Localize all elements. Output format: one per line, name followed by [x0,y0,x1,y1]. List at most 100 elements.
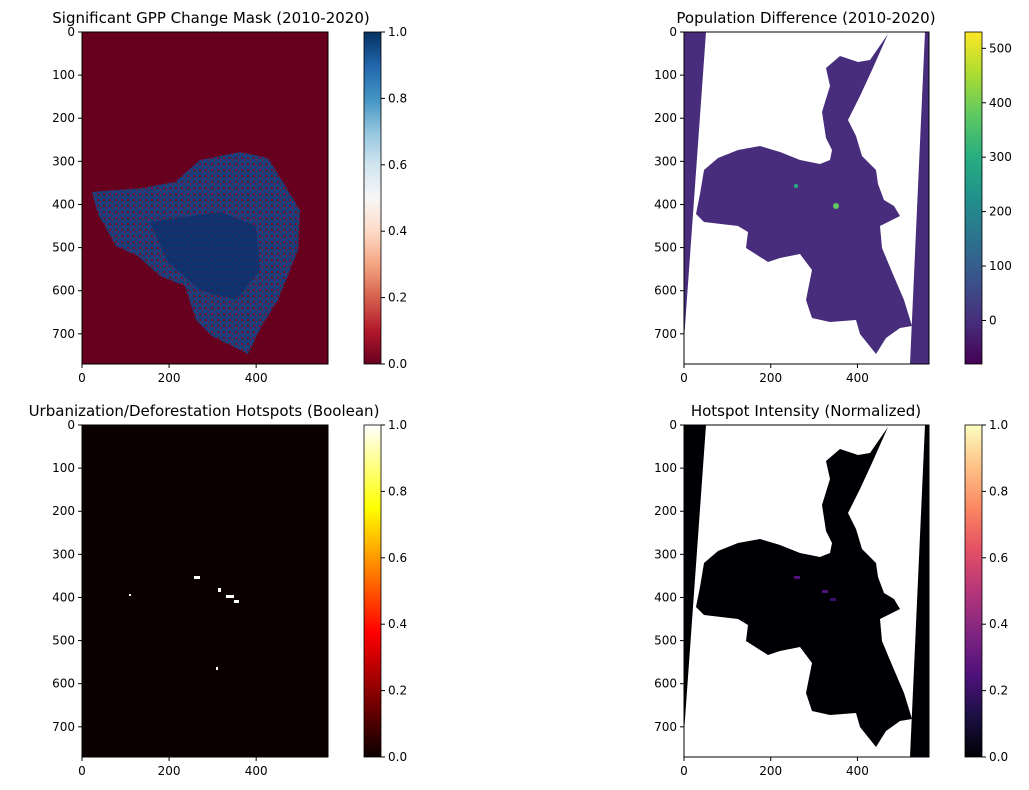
y-tick-label: 0 [67,418,75,432]
y-tick-label: 400 [654,590,677,604]
population-colorbar [964,31,983,365]
intensity-panel-title: Hotspot Intensity (Normalized) [691,402,921,420]
x-tick-label: 200 [759,764,782,778]
population-hotspot [794,184,798,188]
colorbar-tick-label: 0.4 [989,617,1008,631]
hotspots-raster-background [82,425,328,757]
y-tick-label: 100 [52,68,75,82]
gpp-y-axis: 0 100 200 300 400 500 600 700 [52,25,82,341]
hotspots-y-axis: 0 100 200 300 400 500 600 700 [52,418,82,734]
population-hotspot [833,203,839,209]
hotspot-pixel [129,594,131,596]
intensity-axes-frame [683,424,930,758]
hotspots-x-axis: 0 200 400 [78,757,268,778]
x-tick-label: 400 [245,371,268,385]
colorbar-tick-label: 500 [989,41,1012,55]
x-tick-label: 0 [78,371,86,385]
colorbar-tick-label: 300 [989,150,1012,164]
colorbar-tick-label: 0.8 [388,484,407,498]
x-tick-label: 200 [158,764,181,778]
population-colorbar-ticks: 0 100 200 300 400 500 [982,41,1012,327]
y-tick-label: 600 [52,677,75,691]
y-tick-label: 300 [654,154,677,168]
colorbar-tick-label: 100 [989,259,1012,273]
colorbar-tick-label: 0.2 [989,684,1008,698]
y-tick-label: 200 [52,504,75,518]
intensity-region [696,427,912,747]
y-tick-label: 300 [52,154,75,168]
gpp-colorbar-ticks: 0.0 0.2 0.4 0.6 0.8 1.0 [381,25,407,371]
intensity-colorbar-ticks: 0.0 0.2 0.4 0.6 0.8 1.0 [982,418,1008,764]
gpp-dense-change-region [150,212,260,300]
colorbar-tick-label: 200 [989,205,1012,219]
colorbar-tick-label: 0.4 [388,224,407,238]
colorbar-tick-label: 0.2 [388,684,407,698]
hotspots-colorbar-ticks: 0.0 0.2 0.4 0.6 0.8 1.0 [381,418,407,764]
gpp-axes-frame [81,31,329,365]
intensity-y-axis: 0 100 200 300 400 500 600 700 [654,418,684,734]
intensity-hotspot [794,576,800,579]
y-tick-label: 100 [654,461,677,475]
y-tick-label: 600 [654,677,677,691]
gpp-x-axis: 0 200 400 [78,364,268,385]
y-tick-label: 100 [654,68,677,82]
intensity-hotspot [830,598,836,601]
hotspots-colorbar [363,424,382,758]
y-tick-label: 400 [52,590,75,604]
population-x-axis: 0 200 400 [680,364,869,385]
y-tick-label: 300 [654,547,677,561]
y-tick-label: 500 [654,634,677,648]
colorbar-tick-label: 0.6 [388,158,407,172]
colorbar-tick-label: 1.0 [388,25,407,39]
hotspot-pixel [218,588,221,592]
gpp-colorbar [363,31,382,365]
y-tick-label: 700 [654,720,677,734]
colorbar-tick-label: 400 [989,96,1012,110]
population-right-strip [910,32,929,364]
intensity-hotspot [822,590,828,593]
hotspot-pixel [234,600,239,603]
colorbar-tick-label: 0.0 [388,357,407,371]
intensity-colorbar [964,424,983,758]
panel-gpp-change-mask: Significant GPP Change Mask (2010-2020) … [52,9,407,385]
y-tick-label: 700 [52,720,75,734]
x-tick-label: 400 [245,764,268,778]
x-tick-label: 200 [759,371,782,385]
colorbar-tick-label: 1.0 [388,418,407,432]
colorbar-tick-label: 0.6 [388,551,407,565]
colorbar-tick-label: 0.4 [388,617,407,631]
colorbar-tick-label: 0.2 [388,291,407,305]
colorbar-tick-label: 0 [989,313,997,327]
y-tick-label: 700 [654,327,677,341]
x-tick-label: 400 [846,371,869,385]
colorbar-tick-label: 0.0 [989,750,1008,764]
y-tick-label: 100 [52,461,75,475]
y-tick-label: 200 [654,504,677,518]
panel-hotspots-boolean: Urbanization/Deforestation Hotspots (Boo… [29,402,408,778]
y-tick-label: 0 [669,418,677,432]
y-tick-label: 700 [52,327,75,341]
gpp-panel-title: Significant GPP Change Mask (2010-2020) [52,9,369,27]
y-tick-label: 500 [52,634,75,648]
y-tick-label: 300 [52,547,75,561]
y-tick-label: 500 [52,241,75,255]
population-y-axis: 0 100 200 300 400 500 600 700 [654,25,684,341]
hotspots-panel-title: Urbanization/Deforestation Hotspots (Boo… [29,402,380,420]
y-tick-label: 200 [52,111,75,125]
y-tick-label: 200 [654,111,677,125]
x-tick-label: 0 [680,764,688,778]
intensity-right-strip [910,425,929,757]
panel-hotspot-intensity: Hotspot Intensity (Normalized) 0 100 200 30… [654,402,1008,778]
colorbar-tick-label: 1.0 [989,418,1008,432]
colorbar-tick-label: 0.8 [388,91,407,105]
population-region [696,34,912,354]
x-tick-label: 0 [680,371,688,385]
y-tick-label: 0 [67,25,75,39]
x-tick-label: 400 [846,764,869,778]
intensity-left-strip [684,425,706,733]
y-tick-label: 600 [654,284,677,298]
population-panel-title: Population Difference (2010-2020) [676,9,935,27]
colorbar-tick-label: 0.8 [989,484,1008,498]
intensity-x-axis: 0 200 400 [680,757,869,778]
